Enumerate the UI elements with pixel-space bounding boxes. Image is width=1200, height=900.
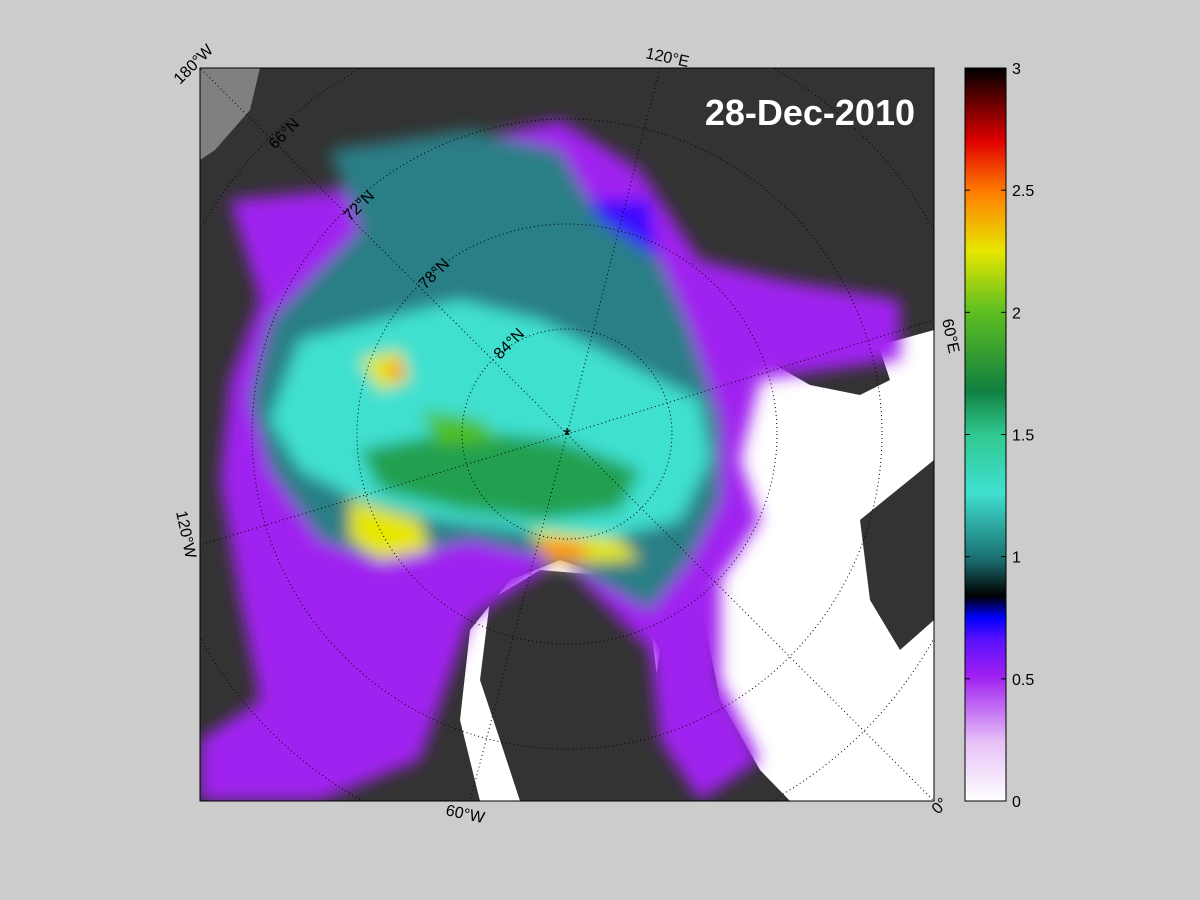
longitude-label-60w: 60°W bbox=[444, 802, 487, 827]
colorbar-tick-label: 1 bbox=[1012, 550, 1021, 567]
colorbar-tick-label: 2 bbox=[1012, 305, 1021, 322]
map-panel: * 66°N 72°N 78°N 84°N 28-Dec-2010 bbox=[200, 68, 934, 801]
land-fringe bbox=[200, 68, 260, 160]
open-water bbox=[680, 330, 934, 801]
map-frame bbox=[199, 67, 935, 802]
longitude-label-120e: 120°E bbox=[644, 45, 690, 71]
land-greenland bbox=[480, 570, 660, 801]
graticule bbox=[200, 68, 934, 801]
colorbar-tick-label: 3 bbox=[1012, 61, 1021, 78]
colorbar-gradient bbox=[964, 67, 1007, 802]
land-scandinavia bbox=[860, 460, 934, 650]
sea-ice bbox=[200, 120, 900, 801]
colorbar-tick-label: 1.5 bbox=[1012, 428, 1034, 445]
longitude-label-60e: 60°E bbox=[938, 317, 962, 355]
longitude-label-120w: 120°W bbox=[172, 509, 199, 561]
north-pole-marker: * bbox=[563, 425, 571, 447]
colorbar-tick-label: 2.5 bbox=[1012, 183, 1034, 200]
colorbar-ticks: 0 0.5 1 1.5 2 2.5 3 bbox=[965, 61, 1034, 811]
date-label: 28-Dec-2010 bbox=[705, 92, 915, 133]
colorbar-tick-label: 0.5 bbox=[1012, 672, 1034, 689]
colorbar-tick-label: 0 bbox=[1012, 794, 1021, 811]
colorbar: 0 0.5 1 1.5 2 2.5 3 bbox=[964, 61, 1034, 811]
